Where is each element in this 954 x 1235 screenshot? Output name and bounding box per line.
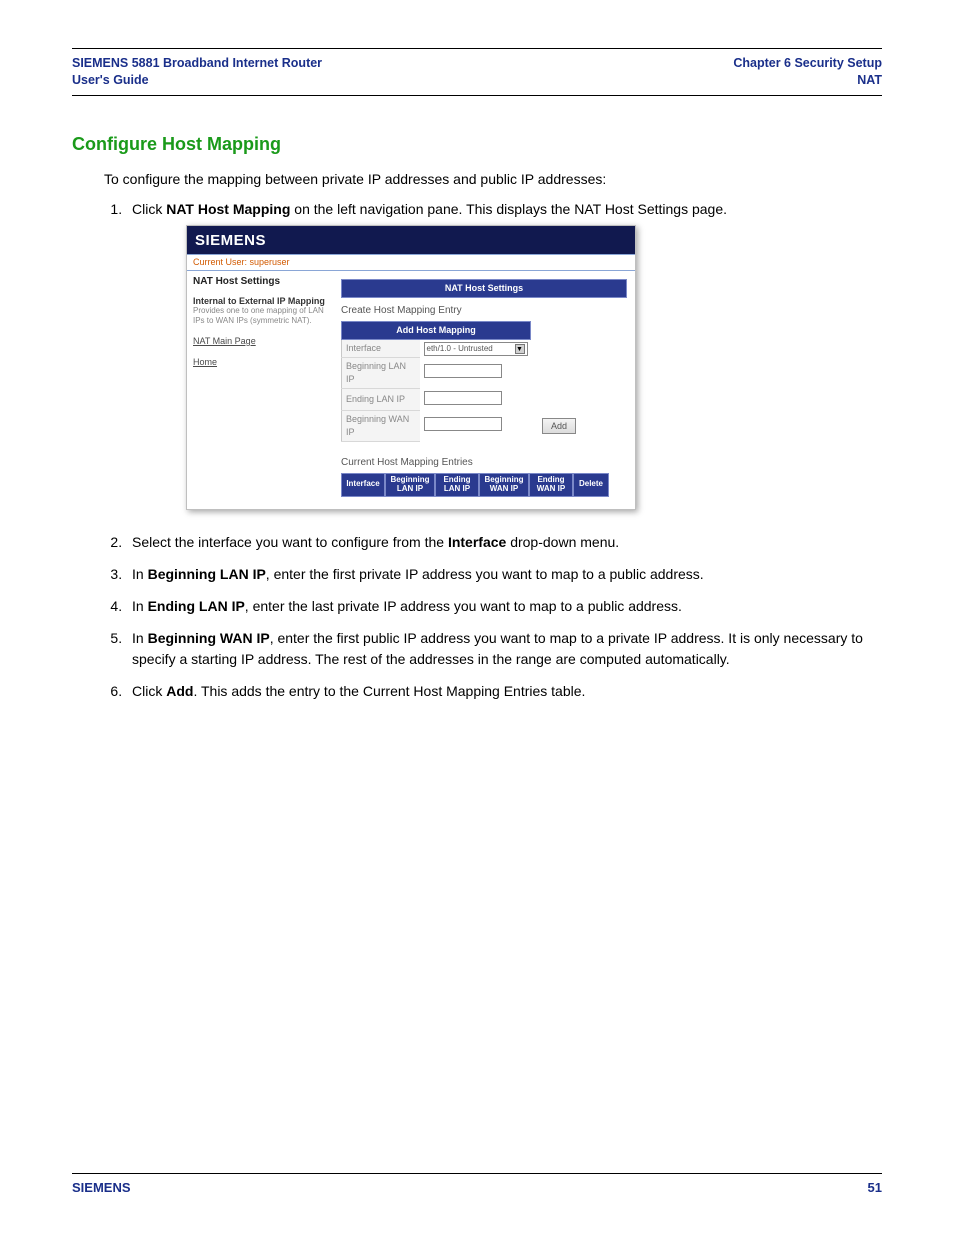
step-1-c: on the left navigation pane. This displa…	[290, 201, 727, 217]
entries-title: Current Host Mapping Entries	[341, 456, 627, 471]
step-3: In Beginning LAN IP, enter the first pri…	[126, 564, 882, 584]
header-right: Chapter 6 Security Setup NAT	[733, 55, 882, 89]
step-6-b: Add	[166, 683, 193, 699]
step-1-a: Click	[132, 201, 166, 217]
row-interface: Interface eth/1.0 - Untrusted ▼	[342, 340, 581, 358]
step-4-c: , enter the last private IP address you …	[245, 598, 682, 614]
header-rule-bottom	[72, 95, 882, 96]
ending-lan-input[interactable]	[424, 391, 502, 405]
step-5-a: In	[132, 630, 148, 646]
footer-brand: SIEMENS	[72, 1180, 131, 1195]
step-4-b: Ending LAN IP	[148, 598, 245, 614]
step-2-b: Interface	[448, 534, 506, 550]
col-delete: Delete	[573, 473, 609, 497]
nat-host-settings-bar: NAT Host Settings	[341, 279, 627, 298]
section-title: Configure Host Mapping	[72, 134, 882, 155]
shot-main: NAT Host Settings Create Host Mapping En…	[337, 271, 635, 508]
col-ending-lan: Ending LAN IP	[435, 473, 479, 497]
step-6-c: . This adds the entry to the Current Hos…	[193, 683, 585, 699]
step-4-a: In	[132, 598, 148, 614]
shot-userbar: Current User: superuser	[187, 254, 635, 271]
step-4: In Ending LAN IP, enter the last private…	[126, 596, 882, 616]
screenshot-wrapper: SIEMENS Current User: superuser NAT Host…	[186, 225, 882, 509]
beginning-wan-input[interactable]	[424, 417, 502, 431]
step-3-a: In	[132, 566, 148, 582]
steps-list: Click NAT Host Mapping on the left navig…	[126, 199, 882, 713]
create-entry-label: Create Host Mapping Entry	[341, 304, 627, 319]
add-button[interactable]: Add	[542, 418, 576, 434]
header-guide: User's Guide	[72, 72, 322, 89]
footer-rule	[72, 1173, 882, 1174]
step-2-c: drop-down menu.	[506, 534, 619, 550]
side-desc: Provides one to one mapping of LAN IPs t…	[193, 306, 331, 324]
entries-header: Interface Beginning LAN IP Ending LAN IP…	[341, 473, 627, 497]
shot-sidebar: NAT Host Settings Internal to External I…	[187, 271, 337, 508]
nat-screenshot: SIEMENS Current User: superuser NAT Host…	[186, 225, 636, 509]
add-host-mapping-bar: Add Host Mapping	[341, 321, 531, 340]
shot-body: NAT Host Settings Internal to External I…	[187, 271, 635, 508]
beginning-lan-input[interactable]	[424, 364, 502, 378]
col-beginning-wan: Beginning WAN IP	[479, 473, 529, 497]
header-rule-top	[72, 48, 882, 49]
intro-text: To configure the mapping between private…	[104, 169, 882, 189]
row-ending-lan: Ending LAN IP	[342, 389, 581, 411]
side-title: NAT Host Settings	[193, 275, 331, 290]
header-product: SIEMENS 5881 Broadband Internet Router	[72, 55, 322, 72]
label-beginning-wan: Beginning WAN IP	[342, 411, 420, 442]
row-beginning-wan: Beginning WAN IP Add	[342, 411, 581, 442]
step-2-a: Select the interface you want to configu…	[132, 534, 448, 550]
header-topic: NAT	[733, 72, 882, 89]
label-ending-lan: Ending LAN IP	[342, 389, 420, 411]
label-interface: Interface	[342, 340, 420, 358]
step-2: Select the interface you want to configu…	[126, 532, 882, 552]
interface-select-value: eth/1.0 - Untrusted	[427, 343, 493, 355]
step-6: Click Add. This adds the entry to the Cu…	[126, 681, 882, 701]
step-5: In Beginning WAN IP, enter the first pub…	[126, 628, 882, 669]
interface-select[interactable]: eth/1.0 - Untrusted ▼	[424, 342, 528, 356]
side-link-nat-main[interactable]: NAT Main Page	[193, 335, 331, 348]
step-5-b: Beginning WAN IP	[148, 630, 270, 646]
step-3-c: , enter the first private IP address you…	[266, 566, 704, 582]
footer-row: SIEMENS 51	[72, 1180, 882, 1195]
footer-page-number: 51	[868, 1180, 882, 1195]
header-chapter: Chapter 6 Security Setup	[733, 55, 882, 72]
col-beginning-lan: Beginning LAN IP	[385, 473, 435, 497]
shot-banner: SIEMENS	[187, 226, 635, 254]
col-interface: Interface	[341, 473, 385, 497]
step-3-b: Beginning LAN IP	[148, 566, 266, 582]
cell-interface: eth/1.0 - Untrusted ▼	[420, 340, 533, 358]
siemens-logo: SIEMENS	[195, 232, 266, 249]
page: SIEMENS 5881 Broadband Internet Router U…	[0, 0, 954, 1235]
row-beginning-lan: Beginning LAN IP	[342, 358, 581, 389]
step-1: Click NAT Host Mapping on the left navig…	[126, 199, 882, 510]
side-subtitle: Internal to External IP Mapping	[193, 296, 331, 307]
page-header: SIEMENS 5881 Broadband Internet Router U…	[72, 55, 882, 95]
chevron-down-icon: ▼	[515, 344, 525, 354]
side-link-home[interactable]: Home	[193, 356, 331, 369]
form-table: Interface eth/1.0 - Untrusted ▼	[341, 340, 580, 443]
step-1-b: NAT Host Mapping	[166, 201, 290, 217]
step-6-a: Click	[132, 683, 166, 699]
label-beginning-lan: Beginning LAN IP	[342, 358, 420, 389]
header-left: SIEMENS 5881 Broadband Internet Router U…	[72, 55, 322, 89]
col-ending-wan: Ending WAN IP	[529, 473, 573, 497]
page-footer: SIEMENS 51	[72, 1173, 882, 1195]
